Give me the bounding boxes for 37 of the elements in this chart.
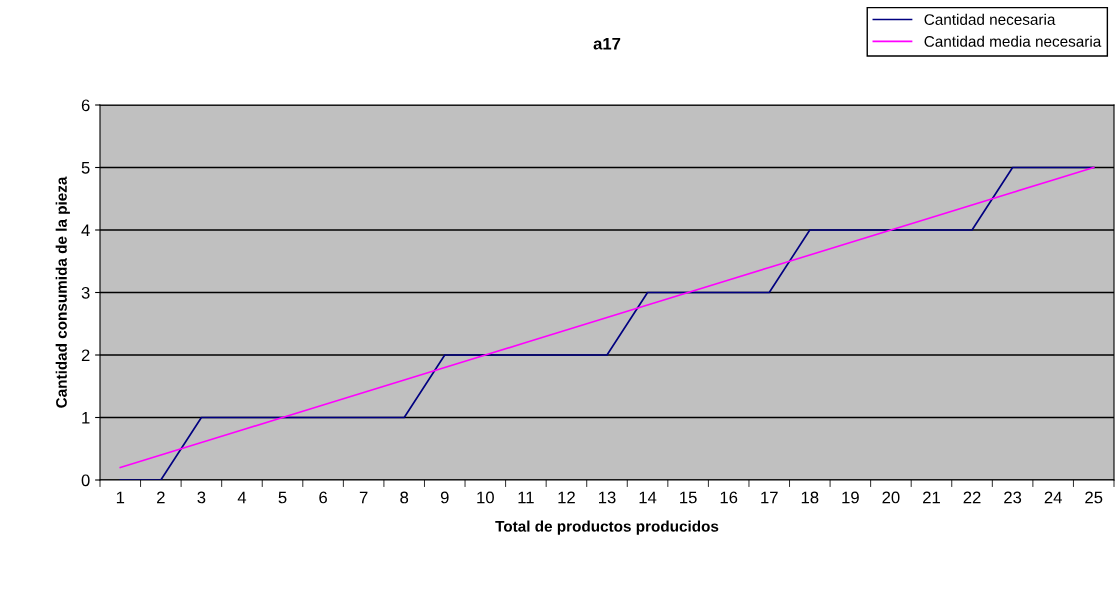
x-tick-label: 2: [157, 491, 165, 504]
y-tick-label: 1: [82, 412, 90, 424]
x-tick-label: 14: [639, 491, 657, 504]
x-tick-label: 6: [319, 491, 327, 504]
legend-label: Cantidad media necesaria: [924, 35, 1102, 47]
x-tick-label: 15: [680, 491, 697, 504]
x-axis-title: Total de productos producidos: [495, 520, 719, 535]
y-tick-label: 4: [81, 224, 90, 237]
x-tick-label: 25: [1085, 491, 1103, 504]
x-tick-label: 5: [278, 491, 287, 504]
y-tick-label: 3: [81, 286, 90, 299]
x-tick-label: 19: [842, 491, 859, 504]
x-tick-label: 20: [882, 491, 900, 504]
chart-title: a17: [593, 37, 621, 50]
x-tick-label: 10: [477, 491, 494, 504]
x-tick-label: 12: [558, 491, 575, 504]
y-tick-label: 2: [81, 349, 90, 362]
x-tick-label: 16: [720, 491, 738, 504]
x-tick-label: 8: [400, 491, 409, 504]
x-tick-label: 3: [197, 491, 206, 504]
x-tick-label: 9: [440, 491, 449, 504]
legend-label: Cantidad necesaria: [924, 13, 1056, 25]
x-tick-label: 11: [518, 491, 534, 504]
x-tick-label: 1: [116, 491, 125, 504]
x-tick-label: 24: [1044, 491, 1062, 504]
y-tick-label: 6: [81, 99, 90, 112]
x-tick-label: 4: [237, 491, 247, 504]
y-tick-label: 0: [81, 474, 90, 487]
x-tick-label: 18: [801, 491, 819, 504]
y-tick-label: 5: [81, 162, 90, 174]
x-tick-label: 17: [761, 491, 778, 504]
x-tick-label: 13: [599, 491, 616, 504]
x-tick-label: 7: [359, 491, 368, 504]
x-tick-label: 23: [1004, 491, 1022, 504]
x-tick-label: 22: [963, 491, 981, 504]
x-tick-label: 21: [923, 491, 940, 504]
y-axis-title: Cantidad consumida de la pieza: [55, 176, 70, 408]
